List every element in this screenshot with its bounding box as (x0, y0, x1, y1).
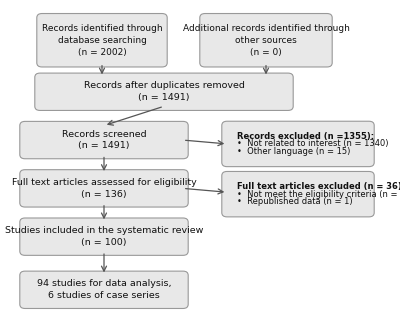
FancyBboxPatch shape (222, 121, 374, 167)
Text: Records identified through
database searching
(n = 2002): Records identified through database sear… (42, 24, 162, 57)
Text: Records screened
(n = 1491): Records screened (n = 1491) (62, 130, 146, 150)
Text: Studies included in the systematic review
(n = 100): Studies included in the systematic revie… (5, 226, 203, 247)
FancyBboxPatch shape (20, 271, 188, 308)
Text: •  Republished data (n = 1): • Republished data (n = 1) (237, 197, 353, 206)
Text: •  Not meet the eligibility criteria (n = 35): • Not meet the eligibility criteria (n =… (237, 190, 400, 199)
FancyBboxPatch shape (20, 218, 188, 255)
FancyBboxPatch shape (37, 14, 167, 67)
Text: Records excluded (n =1355):: Records excluded (n =1355): (237, 132, 374, 141)
Text: 94 studies for data analysis,
6 studies of case series: 94 studies for data analysis, 6 studies … (37, 279, 171, 300)
Text: •  Not related to interest (n = 1340): • Not related to interest (n = 1340) (237, 139, 388, 148)
Text: Records after duplicates removed
(n = 1491): Records after duplicates removed (n = 14… (84, 81, 244, 102)
FancyBboxPatch shape (35, 73, 293, 110)
FancyBboxPatch shape (200, 14, 332, 67)
Text: Full text articles excluded (n = 36):: Full text articles excluded (n = 36): (237, 182, 400, 191)
FancyBboxPatch shape (20, 170, 188, 207)
Text: Additional records identified through
other sources
(n = 0): Additional records identified through ot… (182, 24, 350, 57)
Text: Full text articles assessed for eligibility
(n = 136): Full text articles assessed for eligibil… (12, 178, 196, 199)
Text: •  Other language (n = 15): • Other language (n = 15) (237, 147, 350, 156)
FancyBboxPatch shape (222, 171, 374, 217)
FancyBboxPatch shape (20, 121, 188, 159)
